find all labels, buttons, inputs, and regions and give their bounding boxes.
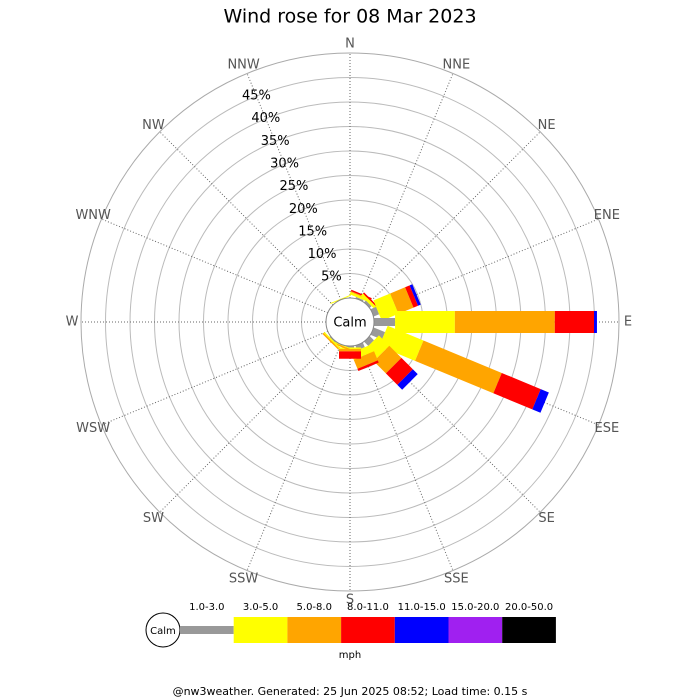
spoke [371, 330, 599, 426]
direction-label: ENE [594, 208, 620, 223]
bar-segment [395, 311, 455, 333]
bar-segment [355, 296, 364, 302]
direction-label: NE [538, 118, 556, 133]
chart-title: Wind rose for 08 Mar 2023 [223, 6, 476, 28]
bar-segment [405, 285, 419, 308]
direction-label: SW [143, 511, 164, 526]
legend-label: 20.0-50.0 [505, 602, 553, 613]
bar-segment [397, 369, 418, 390]
bar-segment [353, 351, 378, 369]
direction-label: NNE [443, 58, 471, 73]
direction-label: SSW [229, 571, 259, 586]
legend-label: 15.0-20.0 [451, 602, 499, 613]
legend-swatch [502, 617, 556, 643]
direction-label: NW [142, 118, 165, 133]
direction-label: WSW [76, 421, 110, 436]
spoke [159, 338, 334, 513]
bar-segment [385, 357, 413, 385]
direction-label: N [345, 37, 355, 52]
bar-segment [415, 340, 502, 394]
ring-label: 20% [289, 202, 318, 217]
direction-label: SE [538, 511, 554, 526]
legend-label: 5.0-8.0 [297, 602, 332, 613]
calm-circle [325, 297, 375, 347]
spoke [371, 218, 599, 314]
bar-segment [323, 331, 341, 349]
calm-label: Calm [333, 316, 366, 331]
direction-label: SSE [444, 571, 469, 586]
direction-label: W [66, 315, 79, 330]
direction-label: WNW [75, 208, 111, 223]
spoke [246, 73, 342, 301]
spoke [358, 343, 454, 571]
footer: @nw3weather. Generated: 25 Jun 2025 08:5… [173, 685, 528, 698]
ring-label: 25% [279, 179, 308, 194]
bar-segment [364, 300, 372, 308]
legend-calm-label: Calm [150, 626, 176, 637]
direction-label: E [624, 315, 632, 330]
legend-label: 1.0-3.0 [189, 602, 224, 613]
spoke [366, 338, 541, 513]
outer-ring [80, 52, 620, 592]
bar-segment [373, 345, 402, 374]
spoke [246, 343, 342, 571]
legend-swatch [180, 626, 234, 634]
legend-label: 11.0-15.0 [398, 602, 446, 613]
bar-segment [339, 351, 361, 359]
legend-swatch [394, 617, 449, 643]
legend-swatch [341, 617, 395, 643]
legend-label: 3.0-5.0 [243, 602, 278, 613]
legend-unit: mph [339, 650, 361, 661]
bar-segment [454, 311, 555, 333]
legend-label: 8.0-11.0 [347, 602, 389, 613]
bar-segment [357, 360, 379, 372]
ring-label: 45% [242, 89, 271, 104]
spoke [366, 131, 541, 306]
bar-segment [379, 325, 424, 361]
bar-segment [364, 336, 374, 346]
bar-segment [374, 318, 396, 326]
direction-label: ESE [594, 421, 619, 436]
spoke [101, 218, 329, 314]
bar-segment [409, 284, 421, 306]
legend-swatch [287, 617, 342, 643]
legend-swatch [448, 617, 503, 643]
direction-label: S [346, 593, 354, 608]
bar-segment [532, 389, 549, 413]
spoke [159, 131, 334, 306]
direction-label: NNW [227, 58, 259, 73]
bar-segment [594, 311, 597, 333]
spoke [101, 330, 329, 426]
bar-segment [493, 372, 541, 410]
bar-segment [370, 327, 386, 340]
bar-segment [390, 287, 414, 314]
bar-segment [554, 311, 595, 333]
bar-segment [322, 332, 340, 350]
bar-segment [373, 293, 399, 321]
ring-label: 15% [298, 224, 327, 239]
spoke [358, 73, 454, 301]
ring-label: 10% [308, 247, 337, 262]
ring-label: 40% [251, 111, 280, 126]
legend-swatch [233, 617, 288, 643]
bar-segment [360, 293, 379, 312]
